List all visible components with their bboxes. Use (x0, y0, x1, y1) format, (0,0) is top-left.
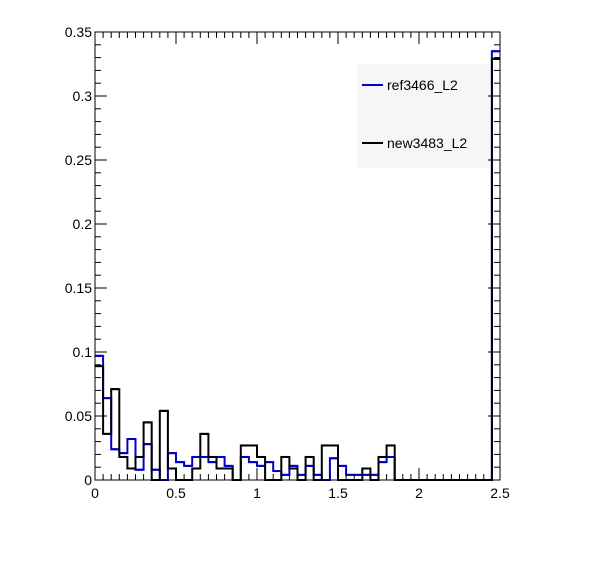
y-tick-label: 0.35 (65, 24, 92, 40)
x-tick-label: 0.5 (166, 485, 186, 501)
legend-label-ref: ref3466_L2 (387, 77, 458, 93)
y-tick-label: 0.15 (65, 280, 92, 296)
y-tick-label: 0.2 (73, 216, 93, 232)
y-tick-label: 0.3 (73, 88, 93, 104)
y-tick-label: 0.25 (65, 152, 92, 168)
legend-box (357, 64, 490, 168)
x-tick-label: 0 (91, 485, 99, 501)
axes: 0 0.5 1 1.5 2 2.5 0 0.05 0.1 0.15 0.2 0.25 0.3 0.35 (65, 24, 510, 501)
y-tick-label: 0.05 (65, 408, 92, 424)
x-tick-label: 2.5 (490, 485, 510, 501)
x-tick-label: 2 (415, 485, 423, 501)
x-tick-label: 1 (253, 485, 261, 501)
legend: ref3466_L2 new3483_L2 (362, 77, 467, 151)
x-tick-label: 1.5 (328, 485, 348, 501)
y-tick-label: 0 (84, 472, 92, 488)
legend-label-new: new3483_L2 (387, 135, 467, 151)
y-tick-label: 0.1 (73, 344, 93, 360)
